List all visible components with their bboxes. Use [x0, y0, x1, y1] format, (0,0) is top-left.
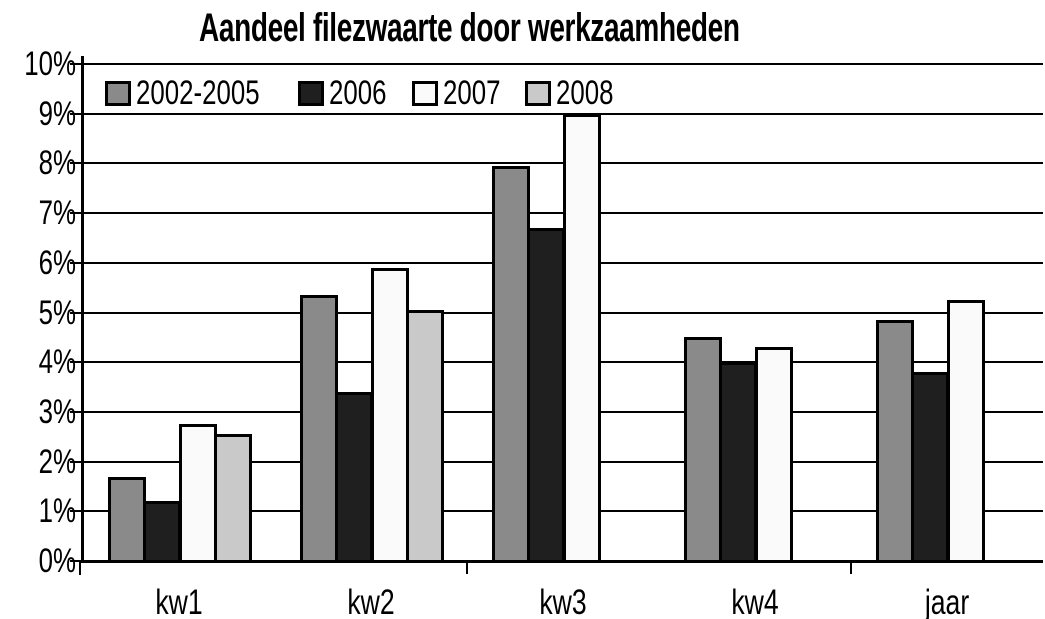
y-axis-label: 1% [38, 492, 76, 531]
legend-label-2002-2005: 2002-2005 [136, 74, 260, 112]
x-axis-tick [850, 562, 852, 574]
gridline-10% [83, 63, 1043, 65]
y-axis-tick [70, 361, 83, 364]
bar-kw1-2008 [214, 434, 252, 563]
bar-kw1-2002-2005 [108, 477, 146, 563]
bar-kw4-2007 [755, 347, 793, 563]
y-axis-label: 6% [38, 243, 76, 282]
bar-kw3-2006 [527, 228, 565, 563]
bar-jaar-2002-2005 [876, 320, 914, 563]
legend-swatch-2008 [525, 80, 551, 106]
y-axis-tick [70, 560, 83, 562]
legend-label-2007: 2007 [443, 74, 501, 112]
y-axis-label: 5% [38, 293, 76, 332]
y-axis-label: 0% [38, 542, 76, 580]
x-axis-origin-tick [79, 561, 81, 575]
y-axis-tick [70, 212, 83, 215]
bar-kw2-2002-2005 [300, 295, 338, 563]
y-axis [81, 56, 84, 563]
legend-item-2008: 2008 [525, 74, 632, 112]
legend-swatch-2007 [412, 80, 438, 106]
y-axis-tick [70, 261, 83, 264]
x-axis-label-kw4: kw4 [731, 583, 779, 619]
bar-kw3-2007 [563, 114, 601, 563]
y-axis-label: 2% [38, 442, 76, 481]
y-axis-label: 8% [38, 144, 76, 183]
y-axis-label: 3% [38, 392, 76, 431]
gridline-9% [83, 112, 1043, 115]
y-axis-tick [70, 410, 83, 413]
y-axis-label: 4% [38, 343, 76, 382]
chart-title: Aandeel filezwaarte door werkzaamheden [199, 6, 740, 50]
y-axis-tick [70, 63, 83, 65]
bar-kw2-2006 [335, 392, 373, 563]
x-axis-label-kw3: kw3 [539, 583, 587, 619]
x-axis-label-kw1: kw1 [155, 583, 203, 619]
bar-kw4-2002-2005 [684, 337, 722, 563]
x-axis-label-kw2: kw2 [347, 583, 395, 619]
bar-jaar-2007 [947, 300, 985, 563]
legend-swatch-2002-2005 [105, 80, 131, 106]
y-axis-label: 9% [38, 94, 76, 133]
bar-kw2-2007 [371, 268, 409, 563]
legend-item-2006: 2006 [298, 74, 405, 112]
legend-swatch-2006 [298, 80, 324, 106]
bar-jaar-2006 [911, 372, 949, 563]
x-axis-label-jaar: jaar [924, 583, 970, 619]
y-axis-tick [70, 112, 83, 115]
y-axis-tick [70, 162, 83, 165]
bar-kw3-2002-2005 [492, 166, 530, 563]
y-axis-tick [70, 460, 83, 463]
bar-kw4-2006 [719, 362, 757, 563]
y-axis-label: 7% [38, 194, 76, 233]
y-axis-tick [70, 311, 83, 314]
legend-item-2002-2005: 2002-2005 [105, 74, 299, 112]
bar-kw2-2008 [406, 310, 444, 563]
legend-label-2008: 2008 [556, 74, 614, 112]
y-axis-label: 10% [24, 45, 77, 83]
x-axis-tick [466, 562, 468, 574]
bar-kw1-2007 [179, 424, 217, 563]
y-axis-tick [70, 510, 83, 513]
legend-item-2007: 2007 [412, 74, 519, 112]
bar-kw1-2006 [143, 501, 181, 563]
legend-label-2006: 2006 [329, 74, 387, 112]
